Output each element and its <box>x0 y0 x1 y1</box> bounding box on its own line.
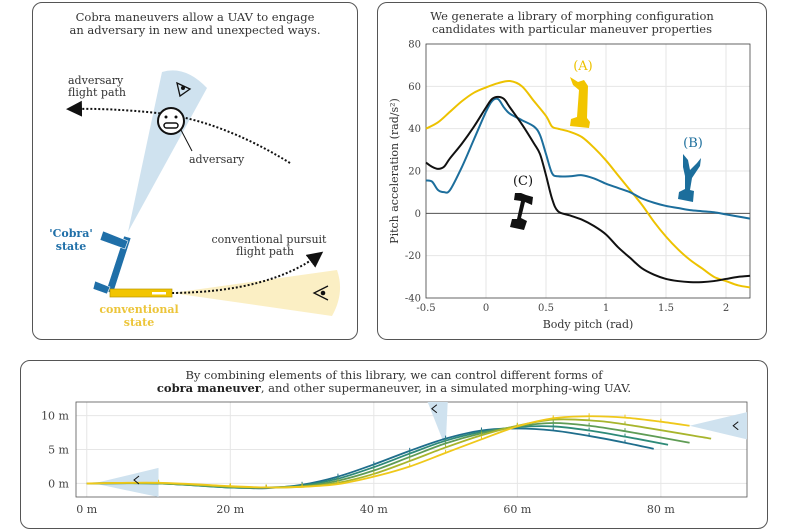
right-panel-title: We generate a library of morphing config… <box>378 10 766 36</box>
title-text: , and other supermaneuver, in a simulate… <box>260 381 632 395</box>
pitch-chart-panel: We generate a library of morphing config… <box>377 2 767 340</box>
title-line: Cobra maneuvers allow a UAV to engage <box>75 10 315 24</box>
title-line: We generate a library of morphing config… <box>430 9 714 23</box>
trajectory-panel: By combining elements of this library, w… <box>20 360 768 529</box>
bottom-panel-title: By combining elements of this library, w… <box>21 369 767 395</box>
title-line: By combining elements of this library, w… <box>185 368 603 382</box>
title-bold-text: cobra maneuver <box>156 381 261 395</box>
left-panel-title: Cobra maneuvers allow a UAV to engage an… <box>33 11 357 37</box>
title-line: cobra maneuver, and other supermaneuver,… <box>21 382 767 395</box>
title-line: an adversary in new and unexpected ways. <box>69 23 321 37</box>
cobra-concept-panel: Cobra maneuvers allow a UAV to engage an… <box>32 2 358 340</box>
title-line: candidates with particular maneuver prop… <box>432 22 712 36</box>
